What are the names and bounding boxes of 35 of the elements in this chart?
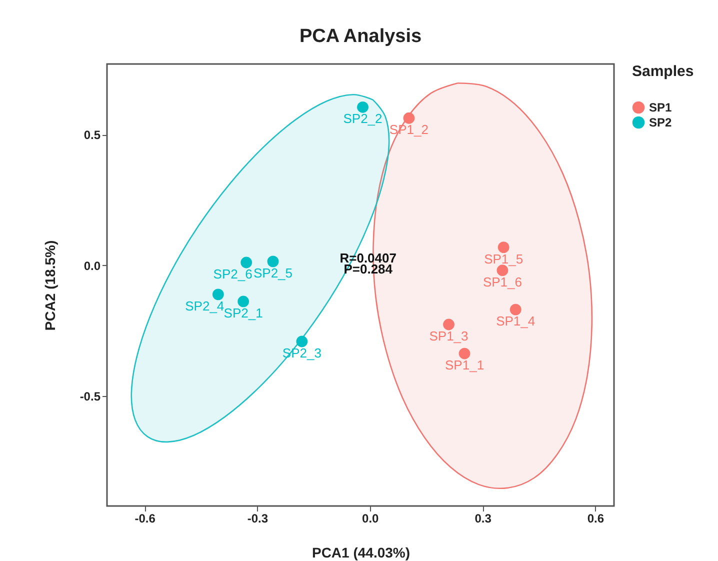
data-label: SP1_5 [484, 251, 524, 266]
point [238, 296, 250, 308]
point [403, 112, 415, 124]
legend-label: SP2 [649, 116, 672, 130]
x-tick-label: 0.0 [362, 512, 380, 526]
point [443, 318, 454, 330]
y-tick-label: -0.5 [80, 390, 101, 404]
point [357, 101, 368, 113]
x-tick-label: -0.6 [134, 512, 156, 526]
data-label: SP2_4 [185, 298, 224, 314]
data-label: SP1_1 [445, 358, 484, 373]
data-label: SP2_6 [213, 266, 252, 282]
data-label: SP2_1 [224, 305, 263, 320]
x-tick-label: -0.3 [247, 512, 268, 526]
point [296, 336, 308, 348]
data-label: SP2_2 [343, 111, 382, 126]
point [212, 288, 224, 300]
data-label: SP1_6 [482, 274, 522, 290]
point [267, 256, 279, 268]
point [458, 348, 470, 360]
x-tick-label: 0.6 [587, 512, 604, 526]
x-tick-label: 0.3 [474, 512, 492, 526]
data-label: SP1_3 [429, 328, 468, 344]
y-tick-label: 0.0 [84, 258, 101, 273]
legend-label: SP1 [649, 100, 672, 114]
data-label: SP1_4 [496, 314, 536, 329]
point [510, 304, 522, 316]
data-label: SP2_5 [253, 265, 293, 280]
y-axis-title: PCA2 (18.5%) [42, 240, 58, 331]
x-axis-title: PCA1 (44.03%) [312, 544, 410, 560]
chart-title: PCA Analysis [299, 26, 422, 47]
point [240, 256, 252, 268]
legend-title: Samples [632, 63, 694, 80]
point [498, 242, 510, 254]
y-tick-label: 0.5 [84, 128, 101, 142]
